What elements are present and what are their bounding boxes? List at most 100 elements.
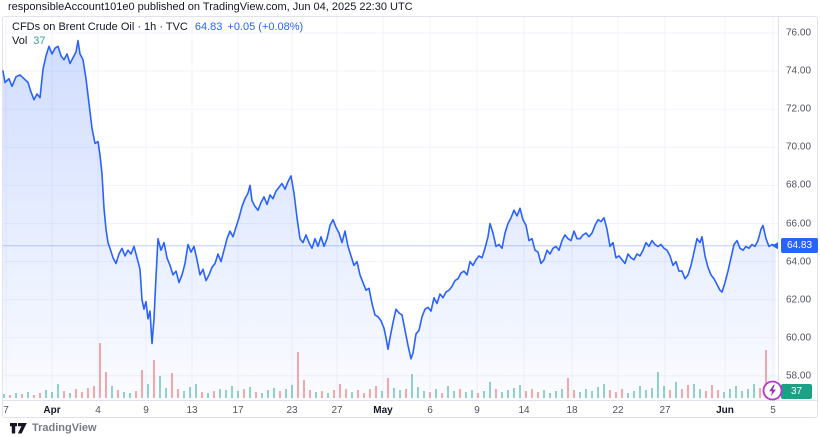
volume-bar (129, 393, 131, 398)
volume-bar (111, 386, 113, 398)
volume-bar (267, 390, 269, 398)
volume-bar (513, 388, 515, 398)
volume-bar (561, 389, 563, 398)
volume-bar (423, 391, 425, 398)
time-axis-label: 18 (566, 405, 578, 416)
time-axis-label: 17 (232, 405, 244, 416)
volume-bar (327, 393, 329, 398)
last-price-badge: 64.83 (781, 238, 818, 253)
volume-bar (195, 384, 197, 398)
time-axis-label: 6 (427, 405, 433, 416)
volume-bar (333, 390, 335, 398)
volume-bar (549, 393, 551, 398)
vol-label: Vol (12, 35, 28, 47)
tradingview-logo-icon (10, 422, 27, 433)
time-axis-label: 14 (518, 405, 530, 416)
volume-bar (639, 386, 641, 398)
volume-bar (591, 391, 593, 398)
volume-bar (39, 393, 41, 398)
volume-bar (693, 384, 695, 398)
volume-bar (453, 391, 455, 398)
volume-bar (597, 387, 599, 398)
price-axis-label: 68.00 (786, 179, 812, 191)
volume-bar (717, 390, 719, 398)
time-axis-label: May (373, 405, 393, 416)
volume-bar (699, 389, 701, 398)
time-axis-label: 22 (612, 405, 624, 416)
price-axis-label: 58.00 (786, 370, 812, 382)
volume-bar (645, 390, 647, 398)
volume-bar (321, 391, 323, 398)
volume-bar (441, 393, 443, 398)
volume-bar (525, 391, 527, 398)
volume-bar (213, 391, 215, 398)
price-axis-label: 64.00 (786, 256, 812, 268)
time-axis-label: 27 (331, 405, 343, 416)
volume-bar (723, 392, 725, 398)
volume-bar (99, 343, 101, 398)
volume-bar (81, 392, 83, 398)
legend-last-price: 64.83 (194, 21, 223, 33)
volume-bar (105, 372, 107, 398)
volume-bar (411, 374, 413, 398)
volume-bar (705, 391, 707, 398)
volume-bar (399, 390, 401, 398)
volume-bar (135, 391, 137, 398)
volume-bar (201, 392, 203, 398)
chart-legend: CFDs on Brent Crude Oil · 1h · TVC 64.83 +… (12, 20, 303, 34)
volume-bar (243, 389, 245, 398)
volume-bar (579, 392, 581, 398)
volume-bar (669, 390, 671, 398)
volume-bar (123, 392, 125, 398)
volume-bar (687, 385, 689, 398)
volume-bar (45, 390, 47, 398)
footer-brand[interactable]: TradingView (10, 422, 97, 434)
volume-bar (69, 393, 71, 398)
time-axis-label: 5 (770, 405, 776, 416)
volume-bar (159, 376, 161, 398)
volume-bar (33, 395, 35, 398)
volume-bar (735, 386, 737, 398)
volume-bar (183, 391, 185, 398)
volume-bar (285, 389, 287, 398)
volume-bar (153, 360, 155, 398)
volume-bar (171, 373, 173, 398)
volume-bar (615, 392, 617, 398)
volume-bar (405, 389, 407, 398)
volume-bar (459, 389, 461, 398)
volume-bar (57, 384, 59, 398)
volume-badge: 37 (781, 384, 812, 399)
volume-bar (225, 390, 227, 398)
volume-bar (627, 393, 629, 398)
volume-bar (3, 394, 5, 398)
price-axis-label: 74.00 (786, 65, 812, 77)
price-axis-label: 70.00 (786, 141, 812, 153)
time-axis-label: Jun (716, 405, 734, 416)
volume-bar (381, 391, 383, 398)
price-axis-label: 62.00 (786, 294, 812, 306)
volume-bar (15, 393, 17, 398)
volume-bar (273, 388, 275, 398)
volume-bar (663, 386, 665, 398)
volume-bar (585, 389, 587, 398)
time-axis-label: Apr (43, 405, 61, 416)
boost-bolt-icon[interactable] (762, 380, 783, 401)
volume-bar (681, 389, 683, 398)
volume-bar (75, 389, 77, 398)
volume-bar (117, 390, 119, 398)
volume-bar (231, 386, 233, 398)
volume-bar (357, 390, 359, 398)
volume-bar (477, 393, 479, 398)
volume-bar (27, 392, 29, 398)
symbol-title: CFDs on Brent Crude Oil · 1h · TVC (12, 21, 188, 33)
volume-bar (219, 389, 221, 398)
volume-bar (633, 391, 635, 398)
price-line (2, 39, 777, 360)
volume-bar (621, 389, 623, 398)
volume-bar (261, 393, 263, 398)
volume-bar (177, 389, 179, 398)
volume-bar (507, 390, 509, 398)
volume-bar (531, 389, 533, 398)
volume-bar (417, 387, 419, 398)
